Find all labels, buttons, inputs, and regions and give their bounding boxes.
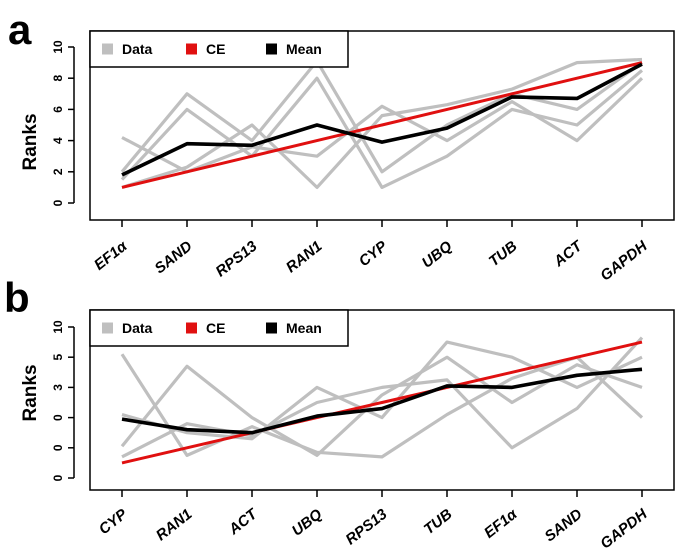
legend-box xyxy=(89,30,349,68)
data-series-line xyxy=(121,340,643,441)
x-tick-label: ACT xyxy=(225,505,262,539)
x-tick-label: UBQ xyxy=(419,238,456,272)
y-tick-label: 10 xyxy=(51,40,65,54)
data-series-line xyxy=(121,336,644,459)
x-tick-label: SAND xyxy=(151,238,195,278)
series-group xyxy=(120,57,644,189)
data-series-line xyxy=(120,69,644,189)
chart-panel-a: a Ranks 0 2 4 6 8 10 EF1α SAND RPS13 RAN1 CYP UBQ TUB A… xyxy=(8,6,675,285)
y-tick-label: 10 xyxy=(51,320,65,334)
data-series-line xyxy=(121,57,643,189)
legend-label: Data xyxy=(122,320,153,336)
x-tick-label: CYP xyxy=(356,237,392,270)
y-tick-label: 8 xyxy=(51,75,65,82)
x-tick-label: RPS13 xyxy=(343,505,391,548)
x-tick-label: RPS13 xyxy=(213,237,261,280)
legend-swatch xyxy=(266,322,277,334)
legend-label: Mean xyxy=(286,41,322,57)
y-tick-label: 4 xyxy=(51,137,65,144)
y-axis-title: Ranks xyxy=(20,113,41,170)
legend: Data CE Mean xyxy=(89,30,349,68)
y-axis-title: Ranks xyxy=(20,364,41,421)
data-series-line xyxy=(120,353,644,459)
x-tick-label: RAN1 xyxy=(153,506,196,545)
x-tick-label: TUB xyxy=(486,238,521,270)
x-tick-label: EF1α xyxy=(481,505,521,541)
legend-swatch xyxy=(102,322,113,334)
ce-series-line xyxy=(121,61,643,189)
panel-letter: a xyxy=(8,6,32,53)
y-tick-label: 0 xyxy=(51,474,65,481)
x-tick-label: GAPDH xyxy=(597,237,651,284)
x-tick-label: UBQ xyxy=(289,506,326,540)
legend-swatch xyxy=(186,43,197,55)
series-group xyxy=(120,336,644,465)
x-tick-label: GAPDH xyxy=(597,505,651,551)
x-tick-label: ACT xyxy=(550,237,587,271)
mean-series-line xyxy=(121,367,643,435)
x-tick-label: EF1α xyxy=(91,237,131,273)
legend-swatch xyxy=(186,322,197,334)
x-tick-label: SAND xyxy=(541,506,585,546)
legend-label: Mean xyxy=(286,320,322,336)
chart-panel-b: b Ranks 0 0 0 3 5 10 CYP RAN1 ACT UBQ RPS13 TUB EF1α SA… xyxy=(4,274,675,553)
y-tick-label: 5 xyxy=(51,354,65,361)
legend-box xyxy=(89,309,349,347)
y-tick-label: 6 xyxy=(51,106,65,113)
legend-swatch xyxy=(102,43,113,55)
x-tick-label: TUB xyxy=(421,506,456,538)
legend-label: CE xyxy=(206,320,225,336)
y-tick-label: 0 xyxy=(51,199,65,206)
legend-label: Data xyxy=(122,41,153,57)
data-series-line xyxy=(120,59,643,174)
y-tick-label: 0 xyxy=(51,444,65,451)
data-series-line xyxy=(120,355,643,457)
legend-label: CE xyxy=(206,41,225,57)
legend: Data CE Mean xyxy=(89,309,349,347)
ce-series-line xyxy=(121,340,643,465)
y-tick-label: 0 xyxy=(51,414,65,421)
panel-letter: b xyxy=(4,274,30,321)
y-tick-label: 3 xyxy=(51,384,65,391)
data-series-line xyxy=(121,77,644,174)
x-tick-label: CYP xyxy=(96,505,132,538)
mean-series-line xyxy=(121,62,643,177)
x-tick-label: RAN1 xyxy=(283,238,326,277)
y-tick-label: 2 xyxy=(51,168,65,175)
legend-swatch xyxy=(266,43,277,55)
